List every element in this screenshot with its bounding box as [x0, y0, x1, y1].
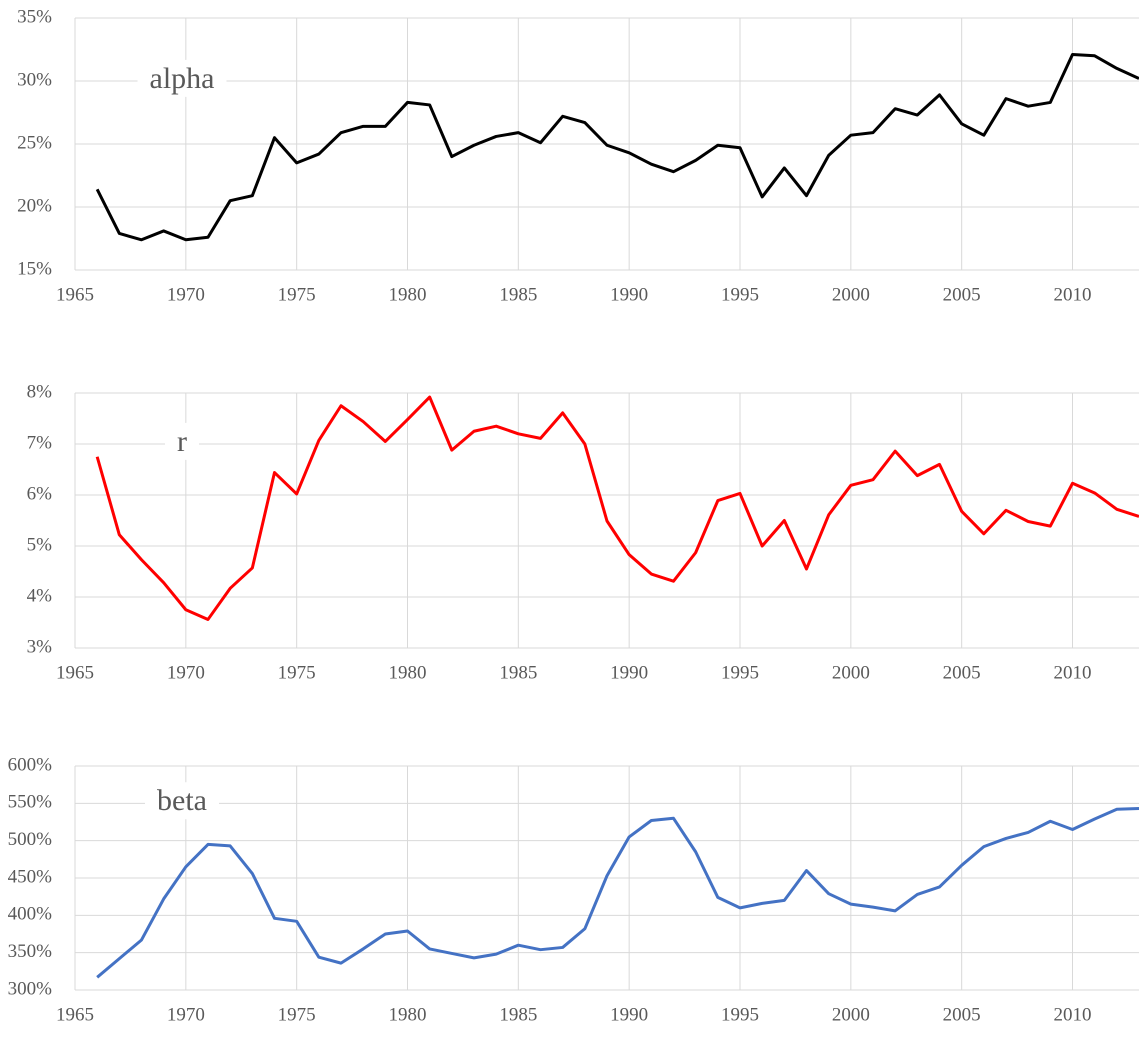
x-tick-label: 1995: [721, 662, 759, 683]
x-tick-label: 1975: [278, 284, 316, 305]
label-background: [145, 782, 219, 820]
x-tick-label: 1975: [278, 662, 316, 683]
x-tick-label: 2010: [1054, 1004, 1092, 1025]
y-tick-label: 400%: [8, 904, 53, 925]
y-tick-label: 600%: [8, 754, 53, 775]
x-tick-label: 2005: [943, 1004, 981, 1025]
y-tick-label: 350%: [8, 941, 53, 962]
x-tick-label: 1995: [721, 284, 759, 305]
x-tick-label: 2000: [832, 284, 870, 305]
x-tick-label: 1970: [167, 662, 205, 683]
y-tick-label: 500%: [8, 829, 53, 850]
series-label: beta: [157, 784, 207, 817]
data-line: [95, 395, 1139, 621]
x-tick-label: 1990: [610, 662, 648, 683]
x-tick-label: 1980: [389, 1004, 427, 1025]
y-tick-label: 8%: [27, 381, 53, 402]
x-tick-label: 1980: [389, 284, 427, 305]
x-tick-label: 1990: [610, 1004, 648, 1025]
label-background: [165, 422, 199, 460]
y-tick-label: 20%: [17, 195, 52, 216]
series-label: alpha: [150, 62, 215, 95]
y-tick-label: 25%: [17, 132, 52, 153]
x-tick-label: 1985: [499, 284, 537, 305]
x-tick-label: 2000: [832, 1004, 870, 1025]
data-line: [96, 807, 1139, 979]
y-tick-label: 550%: [8, 792, 53, 813]
data-line: [95, 53, 1139, 242]
x-tick-label: 1985: [499, 662, 537, 683]
y-tick-label: 5%: [27, 534, 53, 555]
x-tick-label: 2000: [832, 662, 870, 683]
x-tick-label: 1965: [56, 284, 94, 305]
x-tick-label: 1965: [56, 1004, 94, 1025]
x-tick-label: 2005: [943, 662, 981, 683]
x-tick-label: 2005: [943, 284, 981, 305]
y-tick-label: 4%: [27, 585, 53, 606]
x-tick-label: 1975: [278, 1004, 316, 1025]
x-tick-label: 1970: [167, 284, 205, 305]
label-background: [137, 59, 227, 97]
y-tick-label: 300%: [8, 978, 53, 999]
x-tick-label: 1965: [56, 662, 94, 683]
x-tick-label: 1995: [721, 1004, 759, 1025]
x-tick-label: 1980: [389, 662, 427, 683]
y-tick-label: 30%: [17, 69, 52, 90]
x-tick-label: 1970: [167, 1004, 205, 1025]
y-tick-label: 3%: [27, 636, 53, 657]
x-tick-label: 1990: [610, 284, 648, 305]
x-tick-label: 2010: [1054, 284, 1092, 305]
y-tick-label: 35%: [17, 6, 52, 27]
y-tick-label: 15%: [17, 258, 52, 279]
series-label: r: [177, 425, 187, 458]
y-tick-label: 6%: [27, 483, 53, 504]
x-tick-label: 1985: [499, 1004, 537, 1025]
y-tick-label: 7%: [27, 432, 53, 453]
x-tick-label: 2010: [1054, 662, 1092, 683]
y-tick-label: 450%: [8, 866, 53, 887]
